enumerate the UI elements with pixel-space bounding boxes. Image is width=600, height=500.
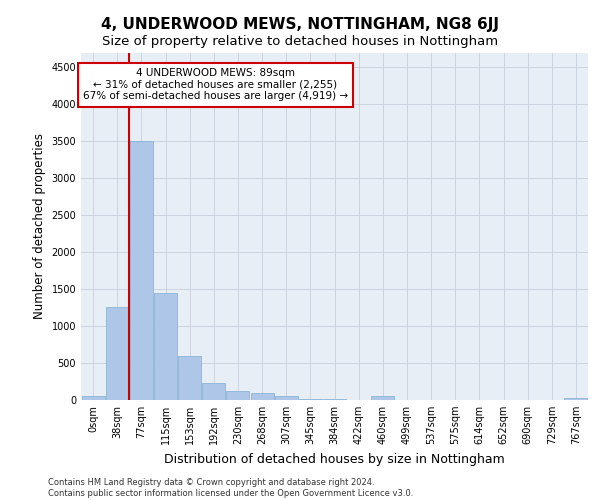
Text: Contains HM Land Registry data © Crown copyright and database right 2024.
Contai: Contains HM Land Registry data © Crown c… — [48, 478, 413, 498]
Bar — [565, 398, 587, 400]
Bar — [299, 399, 322, 400]
Bar — [226, 391, 250, 400]
Bar — [154, 293, 177, 400]
Bar — [130, 141, 153, 400]
Bar — [251, 394, 274, 400]
Text: Size of property relative to detached houses in Nottingham: Size of property relative to detached ho… — [102, 35, 498, 48]
Bar — [106, 307, 128, 400]
X-axis label: Distribution of detached houses by size in Nottingham: Distribution of detached houses by size … — [164, 452, 505, 466]
Bar — [275, 396, 298, 400]
Y-axis label: Number of detached properties: Number of detached properties — [33, 133, 46, 320]
Bar — [202, 383, 225, 400]
Bar — [371, 396, 394, 400]
Bar — [82, 396, 104, 400]
Bar — [178, 356, 201, 400]
Text: 4, UNDERWOOD MEWS, NOTTINGHAM, NG8 6JJ: 4, UNDERWOOD MEWS, NOTTINGHAM, NG8 6JJ — [101, 18, 499, 32]
Text: 4 UNDERWOOD MEWS: 89sqm
← 31% of detached houses are smaller (2,255)
67% of semi: 4 UNDERWOOD MEWS: 89sqm ← 31% of detache… — [83, 68, 348, 102]
